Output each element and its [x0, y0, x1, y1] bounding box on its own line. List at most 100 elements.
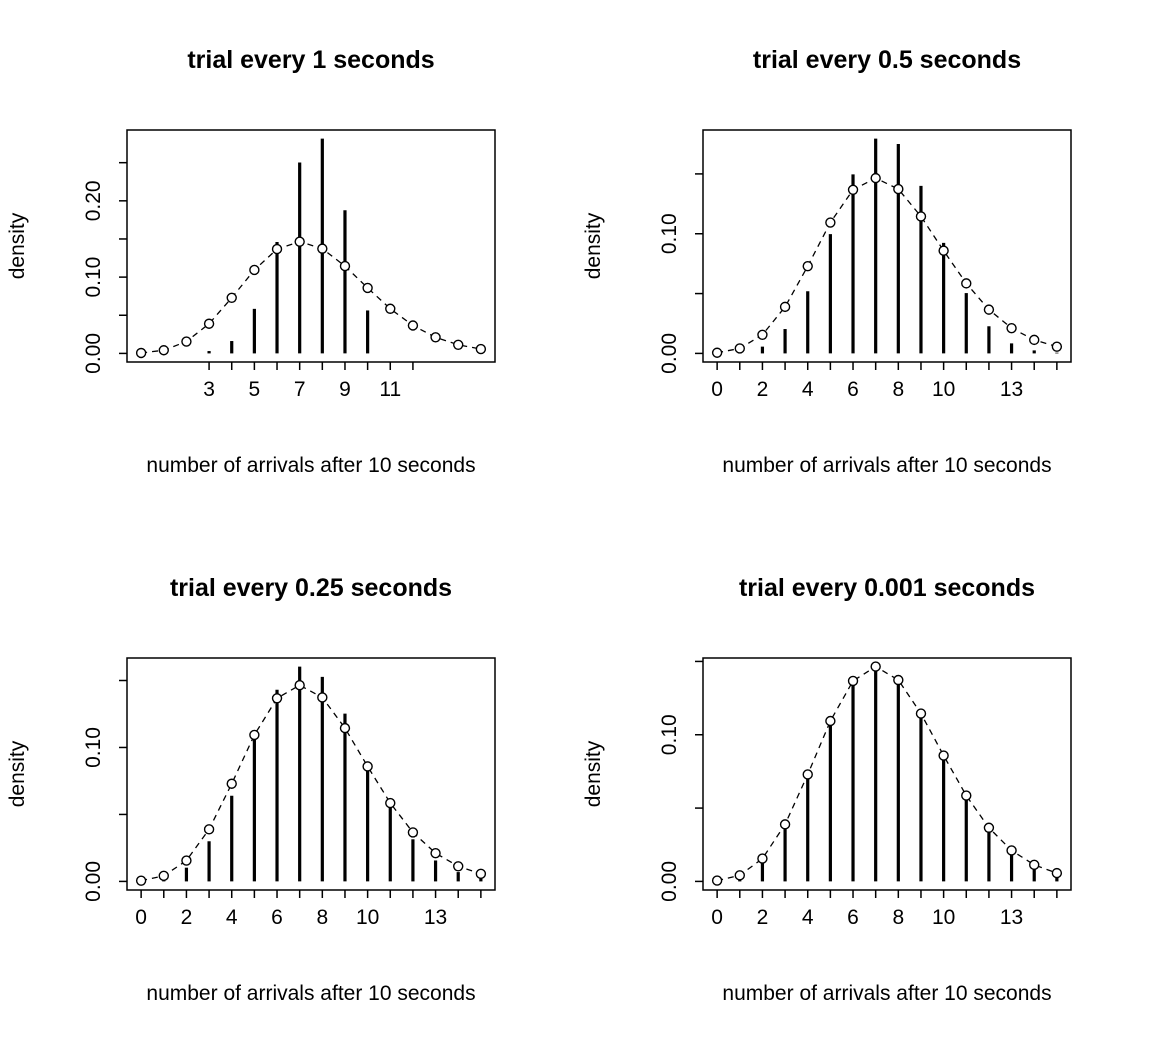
poisson-point [271, 243, 283, 255]
poisson-point [475, 343, 487, 355]
x-tick-label: 13 [1000, 378, 1023, 401]
poisson-point [158, 345, 169, 356]
y-tick-label: 0.00 [82, 333, 105, 374]
y-tick-label: 0.00 [658, 861, 681, 902]
x-tick-label: 0 [711, 378, 723, 401]
poisson-dashed-line [141, 240, 481, 354]
poisson-point [294, 236, 305, 247]
x-tick-label: 11 [379, 378, 401, 401]
y-axis-label: density [6, 740, 29, 807]
panel-trial-every-0-25s: trial every 0.25 seconds number of arriv… [0, 528, 576, 1056]
plot-area: 3 5 7 9 11 0.00 0.10 0.20 [82, 129, 496, 401]
poisson-point [915, 708, 927, 719]
x-tick-label: 6 [271, 906, 283, 929]
y-axis-label: density [582, 740, 605, 807]
poisson-point [757, 853, 768, 864]
poisson-point [271, 693, 283, 704]
poisson-point [825, 217, 836, 228]
x-tick-label: 6 [847, 906, 859, 929]
plot-svg-2: trial every 0.5 seconds number of arriva… [582, 46, 1072, 477]
x-tick-label: 4 [802, 906, 814, 929]
x-tick-label: 0 [711, 906, 723, 929]
poisson-point [339, 260, 351, 272]
plot-area: 0 2 4 6 8 10 13 0.00 0.10 [658, 129, 1072, 401]
y-tick-label: 0.10 [82, 727, 105, 768]
x-axis-label: number of arrivals after 10 seconds [722, 454, 1051, 477]
y-tick-label: 0.00 [658, 333, 681, 374]
x-tick-label: 10 [932, 906, 955, 929]
poisson-point [339, 722, 351, 734]
poisson-point [203, 318, 215, 329]
poisson-point [1029, 859, 1040, 871]
poisson-point [757, 329, 768, 340]
poisson-point [847, 675, 859, 687]
x-tick-label: 7 [294, 378, 306, 401]
poisson-point [983, 304, 995, 315]
x-axis-label: number of arrivals after 10 seconds [146, 982, 475, 1005]
poisson-point [475, 868, 487, 880]
poisson-point [1006, 322, 1017, 334]
poisson-point [961, 790, 972, 801]
poisson-point [407, 827, 419, 838]
poisson-point [893, 674, 904, 686]
x-tick-label: 8 [892, 378, 904, 401]
y-tick-label: 0.10 [82, 257, 105, 298]
x-tick-label: 0 [135, 906, 147, 929]
x-tick-label: 5 [249, 378, 261, 401]
panel-title: trial every 0.5 seconds [753, 46, 1021, 74]
y-tick-label: 0.20 [82, 180, 105, 221]
poisson-point [135, 347, 147, 359]
plot-svg-1: trial every 1 seconds number of arrivals… [6, 46, 496, 477]
plot-box [126, 129, 496, 363]
x-tick-label: 8 [316, 906, 328, 929]
poisson-point [802, 260, 813, 272]
poisson-point [711, 875, 723, 886]
x-tick-label: 4 [226, 906, 238, 929]
panel-trial-every-0-001s: trial every 0.001 seconds number of arri… [576, 528, 1152, 1056]
x-axis-label: number of arrivals after 10 seconds [146, 454, 475, 477]
poisson-point [915, 211, 927, 222]
y-axis-label: density [6, 212, 29, 279]
poisson-point [1029, 334, 1040, 346]
poisson-point [711, 347, 723, 358]
panel-title: trial every 0.25 seconds [170, 574, 452, 602]
poisson-point [317, 243, 328, 254]
x-tick-label: 4 [802, 378, 814, 401]
plot-area: 0 2 4 6 8 10 13 0.00 0.10 [82, 657, 496, 929]
plot-box [702, 129, 1072, 363]
panel-title: trial every 1 seconds [187, 46, 434, 74]
x-tick-label: 9 [339, 378, 351, 401]
poisson-point [1006, 845, 1017, 856]
poisson-point [983, 822, 995, 833]
poisson-point [249, 729, 260, 741]
poisson-dashed-line [716, 665, 1058, 882]
poisson-point [203, 824, 215, 835]
y-tick-label: 0.00 [82, 861, 105, 902]
x-tick-label: 2 [181, 906, 193, 929]
x-tick-label: 6 [847, 378, 859, 401]
poisson-point [317, 692, 328, 703]
poisson-point [430, 332, 441, 343]
y-axis-label: density [582, 212, 605, 279]
y-tick-label: 0.10 [658, 213, 681, 254]
poisson-point [870, 172, 881, 184]
poisson-point [294, 680, 305, 691]
poisson-dashed-line [140, 684, 482, 882]
x-tick-label: 8 [892, 906, 904, 929]
x-tick-label: 3 [203, 378, 215, 401]
poisson-point [734, 343, 745, 354]
x-tick-label: 10 [932, 378, 955, 401]
poisson-point [181, 336, 192, 347]
panel-trial-every-0-5s: trial every 0.5 seconds number of arriva… [576, 0, 1152, 528]
poisson-dashed-line [717, 177, 1058, 354]
poisson-point [870, 661, 881, 672]
poisson-point [181, 855, 192, 866]
poisson-point [453, 339, 464, 350]
plot-box [126, 657, 496, 891]
poisson-point [825, 715, 836, 727]
poisson-point [407, 320, 419, 331]
plot-box [702, 657, 1072, 891]
poisson-point [453, 861, 464, 872]
poisson-point [135, 875, 147, 886]
